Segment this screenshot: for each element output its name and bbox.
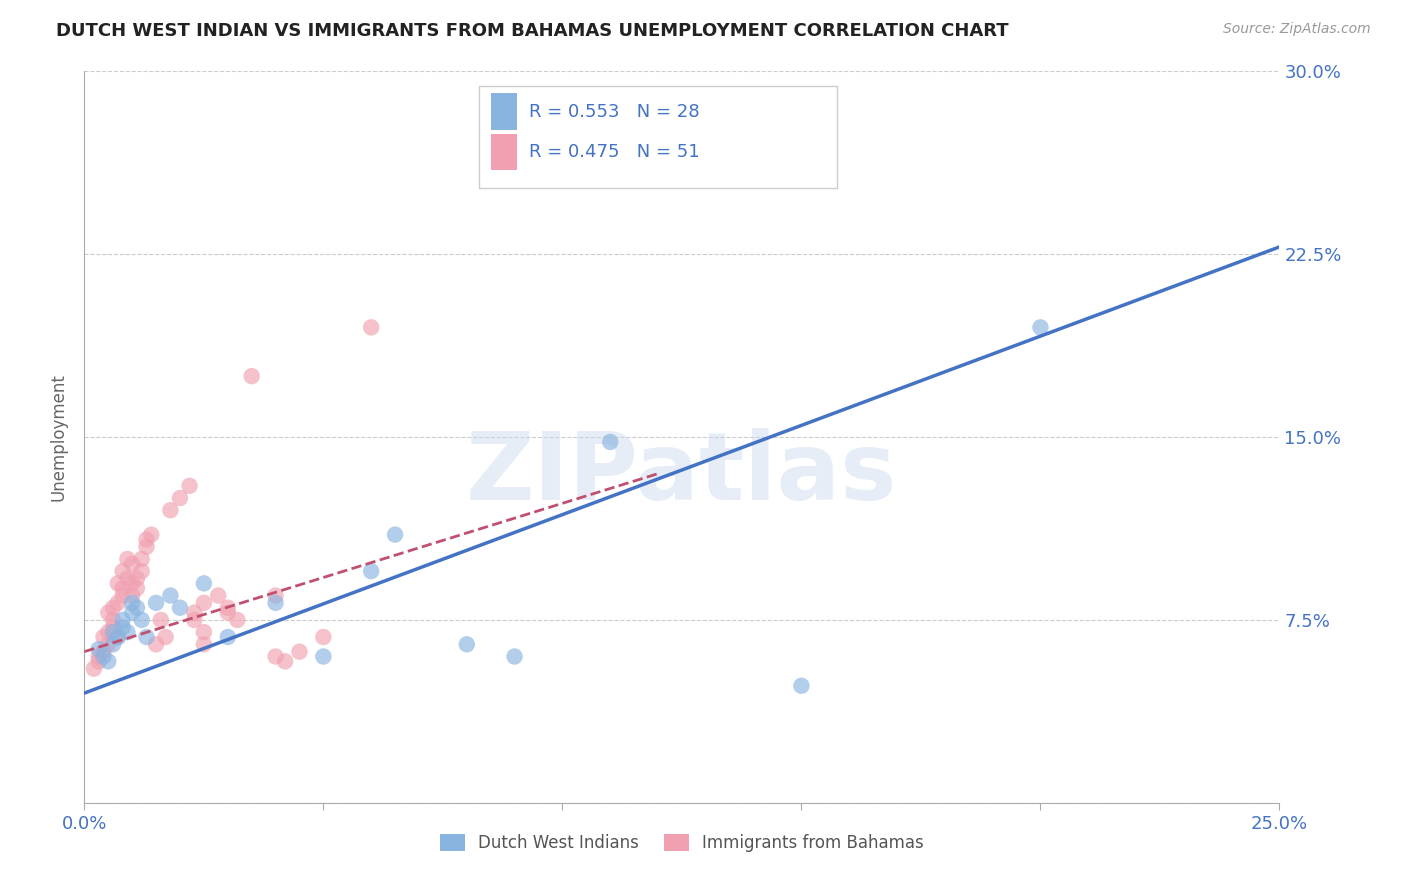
Point (117, 572, 139, 586)
Point (125, 572, 148, 586)
Point (145, 637, 167, 651)
Point (111, 581, 134, 595)
Point (145, 596, 167, 610)
Point (599, 434, 621, 449)
Point (121, 606, 143, 620)
Point (87, 649, 110, 664)
Point (790, 679, 813, 693)
Point (93, 649, 115, 664)
Point (264, 596, 287, 610)
Text: R = 0.475   N = 51: R = 0.475 N = 51 (529, 143, 700, 161)
Point (312, 630, 335, 644)
Point (121, 576, 143, 591)
Point (183, 613, 205, 627)
Point (135, 630, 157, 644)
Point (288, 645, 311, 659)
Text: Source: ZipAtlas.com: Source: ZipAtlas.com (1223, 22, 1371, 37)
Point (87, 654, 110, 668)
Point (111, 589, 134, 603)
Point (193, 637, 215, 651)
Point (193, 596, 215, 610)
FancyBboxPatch shape (491, 134, 517, 170)
Point (111, 564, 134, 578)
Text: R = 0.553   N = 28: R = 0.553 N = 28 (529, 103, 700, 120)
Point (141, 527, 163, 541)
Point (97, 637, 120, 651)
Point (101, 637, 124, 651)
Point (503, 649, 526, 664)
Point (107, 630, 129, 644)
Point (183, 606, 205, 620)
Point (101, 600, 124, 615)
Point (101, 620, 124, 634)
Point (312, 649, 335, 664)
Point (217, 630, 239, 644)
Point (135, 540, 157, 554)
FancyBboxPatch shape (491, 94, 517, 130)
Point (111, 620, 134, 634)
Point (111, 613, 134, 627)
Point (274, 654, 297, 668)
Point (93, 645, 115, 659)
Point (159, 503, 181, 517)
Point (155, 630, 177, 644)
Point (117, 552, 139, 566)
Point (125, 581, 148, 595)
FancyBboxPatch shape (479, 86, 838, 188)
Point (101, 625, 124, 640)
Point (107, 576, 129, 591)
Point (131, 613, 153, 627)
Point (226, 613, 249, 627)
Point (264, 589, 287, 603)
Point (125, 600, 148, 615)
Point (384, 527, 406, 541)
Point (217, 600, 239, 615)
Point (193, 576, 215, 591)
Legend: Dutch West Indians, Immigrants from Bahamas: Dutch West Indians, Immigrants from Baha… (432, 825, 932, 860)
Point (101, 613, 124, 627)
Point (456, 637, 478, 651)
Point (121, 557, 143, 571)
Text: DUTCH WEST INDIAN VS IMMIGRANTS FROM BAHAMAS UNEMPLOYMENT CORRELATION CHART: DUTCH WEST INDIAN VS IMMIGRANTS FROM BAH… (56, 22, 1010, 40)
Point (179, 479, 201, 493)
Point (83, 662, 105, 676)
Point (107, 630, 129, 644)
Point (169, 600, 191, 615)
Y-axis label: Unemployment: Unemployment (49, 373, 67, 501)
Text: ZIPatlas: ZIPatlas (467, 427, 897, 520)
Point (97, 625, 120, 640)
Point (97, 654, 120, 668)
Point (121, 596, 143, 610)
Point (117, 625, 139, 640)
Point (264, 649, 287, 664)
Point (87, 642, 110, 657)
Point (240, 369, 263, 384)
Point (131, 564, 153, 578)
Point (135, 533, 157, 547)
Point (193, 625, 215, 640)
Point (159, 589, 181, 603)
Point (1029, 320, 1052, 334)
Point (131, 552, 153, 566)
Point (360, 320, 382, 334)
Point (121, 589, 143, 603)
Point (149, 613, 172, 627)
Point (217, 606, 239, 620)
Point (107, 596, 129, 610)
Point (169, 491, 191, 505)
Point (93, 630, 115, 644)
Point (360, 564, 382, 578)
Point (207, 589, 229, 603)
Point (97, 606, 120, 620)
